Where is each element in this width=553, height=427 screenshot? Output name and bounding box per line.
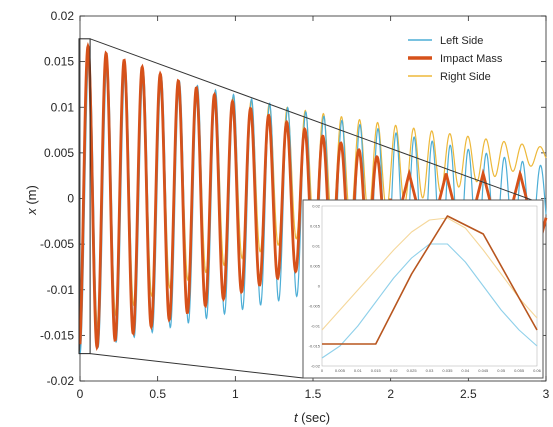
y-tick-label: -0.015	[40, 328, 74, 342]
x-tick-label: 1	[232, 387, 239, 401]
inset-x-tick-label: 0.025	[407, 368, 418, 373]
inset-x-tick-label: 0.055	[514, 368, 525, 373]
inset-x-tick-label: 0.02	[390, 368, 399, 373]
inset-y-tick-label: 0.005	[310, 264, 321, 269]
inset-axes-box	[321, 205, 538, 367]
y-axis-label: x (m)	[24, 185, 39, 216]
inset-x-tick-label: 0.015	[371, 368, 382, 373]
x-axis-label: t (sec)	[294, 410, 330, 425]
tick-labels: 0 0.5 1 1.5 2 2.5 3 -0.02 -0.015 -0.01 -0.005 0 0.00…	[40, 9, 550, 401]
inset-y-tick-label: 0.02	[312, 204, 321, 209]
inset-x-tick-label: 0.05	[497, 368, 506, 373]
legend-label-right-side: Right Side	[440, 71, 491, 83]
x-tick-label: 2.5	[460, 387, 477, 401]
inset-y-tick-label: -0.02	[311, 364, 321, 369]
inset-line-impact-mass	[322, 215, 538, 345]
inset-y-tick-label: 0.01	[312, 244, 321, 249]
inset-y-tick-label: -0.005	[309, 304, 321, 309]
y-tick-label: -0.02	[47, 374, 75, 388]
y-tick-label: -0.005	[40, 237, 74, 251]
inset-line-right-side	[321, 217, 538, 331]
inset-y-tick-label: 0	[318, 284, 321, 289]
x-tick-label: 1.5	[305, 387, 322, 401]
legend-label-impact-mass: Impact Mass	[440, 53, 503, 65]
y-tick-label: 0.015	[44, 55, 74, 69]
y-tick-label: 0.02	[51, 9, 75, 23]
x-tick-label: 0	[77, 387, 84, 401]
inset-x-tick-label: 0.04	[461, 368, 470, 373]
y-tick-label: 0	[67, 192, 74, 206]
inset-x-tick-label: 0.035	[442, 368, 453, 373]
inset-x-tick-label: 0.06	[533, 368, 542, 373]
inset-x-tick-label: 0.005	[335, 368, 346, 373]
y-tick-label: 0.005	[44, 146, 74, 160]
inset-x-tick-label: 0	[321, 368, 324, 373]
inset-x-tick-label: 0.01	[354, 368, 363, 373]
inset-x-tick-label: 0.03	[426, 368, 435, 373]
legend-label-left-side: Left Side	[440, 35, 483, 47]
y-tick-label: -0.01	[47, 283, 75, 297]
zoom-connector-top	[89, 38, 544, 205]
zoom-connector-bottom	[90, 353, 304, 379]
inset-y-tick-label: -0.01	[311, 324, 321, 329]
zoom-window-box	[78, 38, 91, 355]
inset-x-tick-label: 0.045	[478, 368, 489, 373]
y-tick-label: 0.01	[51, 100, 75, 114]
x-tick-label: 2	[387, 387, 394, 401]
legend: Left Side Impact Mass Right Side	[408, 35, 503, 83]
zoom-indicator	[78, 38, 544, 379]
x-tick-label: 0.5	[149, 387, 166, 401]
x-tick-label: 3	[543, 387, 550, 401]
inset-plot: 0 0.005 0.01 0.015 0.02 0.025 0.03 0.035 0.04 0.0…	[302, 199, 544, 379]
inset-y-tick-label: 0.015	[310, 224, 321, 229]
inset-y-tick-label: -0.015	[309, 344, 321, 349]
inset-frame	[302, 199, 544, 379]
